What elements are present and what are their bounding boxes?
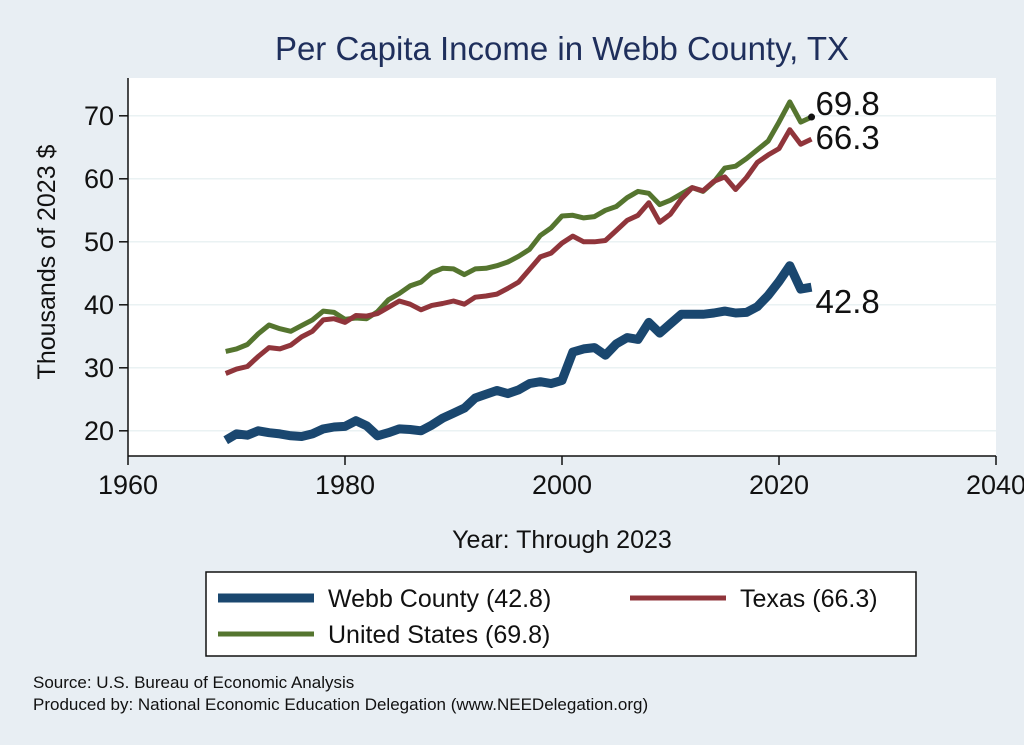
y-tick-label: 60: [84, 164, 114, 194]
chart-title: Per Capita Income in Webb County, TX: [275, 30, 849, 67]
produced-note: Produced by: National Economic Education…: [33, 695, 648, 714]
series-line-webb-county: [223, 261, 813, 445]
legend-label: Webb County (42.8): [328, 585, 551, 613]
series-line-texas: [224, 127, 813, 376]
end-label-webb-county: 42.8: [816, 283, 880, 320]
legend-texas: Texas (66.3): [630, 585, 878, 613]
x-tick-label: 2000: [532, 470, 592, 500]
source-note: Source: U.S. Bureau of Economic Analysis: [33, 673, 354, 692]
legend-webb-county: Webb County (42.8): [218, 585, 551, 613]
y-tick-label: 50: [84, 227, 114, 257]
x-axis-title: Year: Through 2023: [452, 526, 672, 554]
x-tick-label: 2020: [749, 470, 809, 500]
y-axis-title: Thousands of 2023 $: [33, 144, 61, 379]
y-tick-label: 40: [84, 290, 114, 320]
y-tick-label: 70: [84, 101, 114, 131]
legend-united-states: United States (69.8): [218, 621, 550, 649]
legend-label: United States (69.8): [328, 621, 550, 649]
y-tick-label: 30: [84, 353, 114, 383]
end-labels: 42.8 66.369.8: [808, 85, 880, 320]
axes: 20 30 40 50 60 70 1960 1980 2000 2020 2040: [84, 78, 1024, 500]
series-lines: [223, 99, 813, 445]
legend-label: Texas (66.3): [740, 585, 878, 613]
x-tick-label: 1980: [315, 470, 375, 500]
end-label-texas: 66.3: [816, 119, 880, 156]
y-tick-label: 20: [84, 416, 114, 446]
x-tick-label: 1960: [98, 470, 158, 500]
legend-box: [205, 571, 917, 657]
end-marker-united-states: [808, 113, 816, 121]
x-tick-label: 2040: [966, 470, 1024, 500]
legend: Webb County (42.8) Texas (66.3) United Sta…: [218, 585, 878, 649]
plot-area: [128, 78, 996, 456]
end-label-united-states: 69.8: [816, 85, 880, 122]
